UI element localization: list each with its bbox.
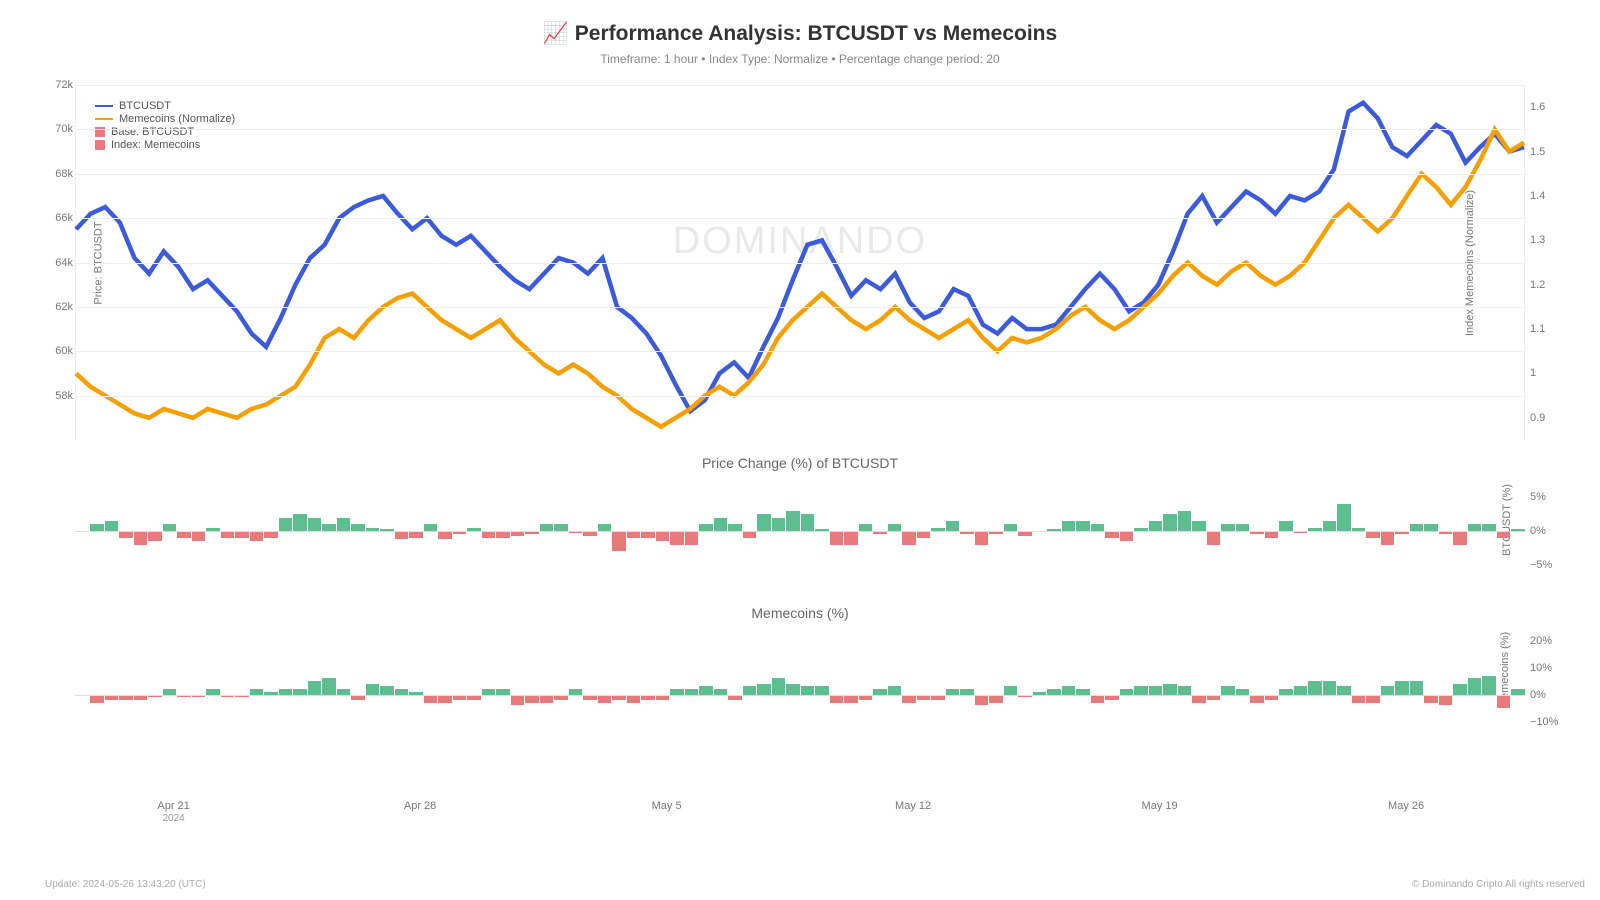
chart-subtitle: Timeframe: 1 hour • Index Type: Normaliz…: [0, 52, 1600, 66]
footer-update: Update: 2024-05-26 13:43:20 (UTC): [45, 879, 206, 890]
chart-title: 📈 Performance Analysis: BTCUSDT vs Memec…: [0, 22, 1600, 46]
btc-pct-bars: [75, 477, 1525, 585]
y-left-ticks: 58k60k62k64k66k68k70k72k: [45, 85, 73, 440]
meme-pct-title: Memecoins (%): [75, 605, 1525, 621]
main-line-chart: Price: BTCUSDT Index Memecoins (Normaliz…: [75, 85, 1525, 440]
btc-pct-title: Price Change (%) of BTCUSDT: [75, 455, 1525, 471]
meme-pct-yticks: −10%0%10%20%: [1530, 627, 1560, 735]
main-plot: BTCUSDTMemecoins (Normalize)Base: BTCUSD…: [75, 85, 1525, 440]
meme-pct-bars: [75, 627, 1525, 735]
chart-header: 📈 Performance Analysis: BTCUSDT vs Memec…: [0, 0, 1600, 66]
btc-pct-yticks: −5%0%5%: [1530, 477, 1560, 585]
btc-pct-chart: Price Change (%) of BTCUSDT BTCUSDT (%) …: [75, 455, 1525, 585]
footer-copyright: © Dominando Cripto All rights reserved: [1412, 879, 1585, 890]
y-right-ticks: 0.911.11.21.31.41.51.6: [1530, 85, 1560, 440]
x-axis-ticks: Apr 212024Apr 28May 5May 12May 19May 26: [75, 800, 1525, 840]
chart-area: Price: BTCUSDT Index Memecoins (Normaliz…: [50, 85, 1550, 840]
footer: Update: 2024-05-26 13:43:20 (UTC) © Domi…: [45, 879, 1585, 890]
meme-pct-chart: Memecoins (%) Memecoins (%) −10%0%10%20%: [75, 605, 1525, 735]
